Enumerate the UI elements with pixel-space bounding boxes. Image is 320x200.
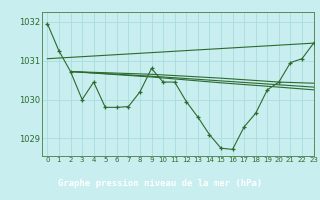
Text: Graphe pression niveau de la mer (hPa): Graphe pression niveau de la mer (hPa) [58,179,262,188]
